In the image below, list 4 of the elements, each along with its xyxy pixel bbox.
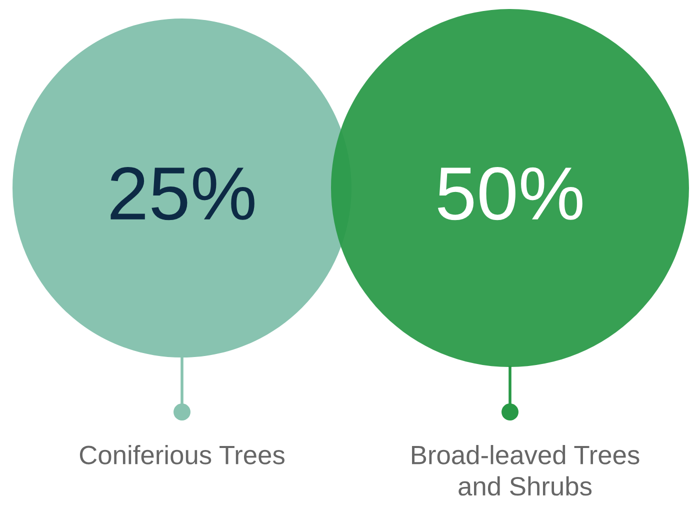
data-label: 50% [438,167,582,220]
category-label: Coniferious Trees [80,445,284,464]
data-label: 25% [110,167,254,220]
category-label: Broad-leaved Trees and Shrubs [412,445,640,496]
